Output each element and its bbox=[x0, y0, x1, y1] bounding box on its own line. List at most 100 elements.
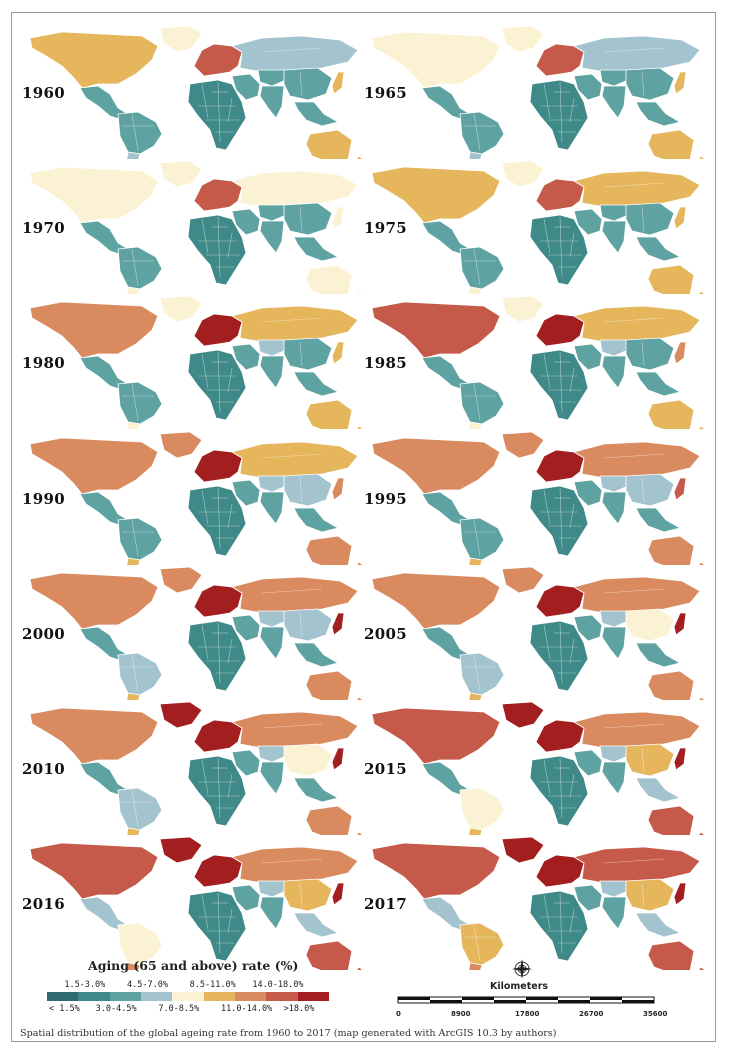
country-border bbox=[559, 81, 563, 143]
region-northAmerica bbox=[29, 437, 159, 495]
country-border bbox=[473, 924, 481, 962]
region-nz bbox=[356, 155, 362, 159]
map-panel-2005: 2005 bbox=[364, 563, 704, 700]
country-border bbox=[559, 487, 563, 549]
country-border bbox=[201, 83, 209, 119]
region-europe bbox=[193, 178, 243, 212]
region-japan bbox=[331, 612, 345, 636]
country-border bbox=[217, 622, 221, 684]
legend-label-0: < 1.5% bbox=[49, 1004, 80, 1014]
country-border bbox=[299, 882, 303, 908]
country-border bbox=[261, 723, 323, 729]
region-china bbox=[283, 337, 333, 371]
region-australia bbox=[647, 129, 695, 159]
region-china bbox=[283, 878, 333, 912]
scale-tick-3: 26700 bbox=[579, 1010, 604, 1018]
country-border bbox=[201, 624, 209, 660]
world-map bbox=[29, 25, 362, 159]
country-border bbox=[473, 789, 481, 827]
region-southCone bbox=[126, 286, 141, 294]
region-southAmerica bbox=[459, 517, 505, 561]
region-nz bbox=[698, 966, 704, 970]
region-southAmerica bbox=[459, 246, 505, 290]
region-southAmerica bbox=[459, 787, 505, 831]
legend-label-3: 4.5-7.0% bbox=[127, 980, 168, 990]
region-greenland bbox=[501, 701, 545, 729]
map-year-label: 2010 bbox=[22, 760, 65, 778]
map-panel-1985: 1985 bbox=[364, 292, 704, 429]
country-border bbox=[201, 218, 209, 254]
region-europe bbox=[193, 854, 243, 888]
country-border bbox=[543, 624, 551, 660]
region-centralAsia bbox=[599, 69, 629, 87]
region-middleEast bbox=[573, 343, 603, 371]
country-border bbox=[201, 489, 209, 525]
region-india bbox=[259, 491, 285, 525]
region-europe bbox=[193, 584, 243, 618]
country-border bbox=[569, 908, 575, 934]
region-centralAsia bbox=[257, 610, 287, 628]
region-africa bbox=[187, 79, 247, 151]
region-nz bbox=[698, 561, 704, 565]
region-japan bbox=[673, 882, 687, 906]
region-southCone bbox=[468, 151, 483, 159]
region-india bbox=[259, 626, 285, 660]
scale-bar-title: Kilometers bbox=[490, 981, 549, 992]
region-centralAsia bbox=[257, 475, 287, 493]
country-border bbox=[217, 81, 221, 143]
region-centralAsia bbox=[599, 475, 629, 493]
legend-swatch-5 bbox=[203, 992, 235, 1001]
region-northAmerica bbox=[371, 166, 501, 224]
region-nz bbox=[356, 425, 362, 429]
country-border bbox=[569, 503, 575, 529]
world-map bbox=[371, 701, 704, 835]
country-border bbox=[603, 47, 665, 53]
world-map bbox=[29, 566, 362, 700]
region-middleEast bbox=[573, 73, 603, 101]
region-greenland bbox=[501, 25, 545, 53]
region-europe bbox=[193, 449, 243, 483]
region-middleEast bbox=[231, 343, 261, 371]
region-southAmerica bbox=[117, 381, 163, 425]
legend-label-4: 7.0-8.5% bbox=[158, 1004, 200, 1014]
region-japan bbox=[331, 747, 345, 771]
region-southCone bbox=[126, 557, 141, 565]
region-seAsia bbox=[293, 642, 340, 668]
region-nz bbox=[698, 696, 704, 700]
country-border bbox=[559, 216, 563, 278]
region-northAmerica bbox=[29, 166, 159, 224]
region-russia bbox=[230, 35, 359, 73]
map-panel-2000: 2000 bbox=[22, 563, 362, 700]
region-africa bbox=[529, 890, 589, 962]
map-year-label: 1960 bbox=[22, 84, 65, 102]
region-greenland bbox=[159, 295, 203, 323]
compass-rose-icon bbox=[512, 959, 532, 979]
region-europe bbox=[535, 43, 585, 77]
region-middleEast bbox=[573, 749, 603, 777]
region-africa bbox=[529, 485, 589, 557]
region-southCone bbox=[126, 151, 141, 159]
region-seAsia bbox=[635, 642, 682, 668]
country-border bbox=[217, 757, 221, 819]
region-russia bbox=[572, 170, 701, 208]
region-africa bbox=[529, 79, 589, 151]
country-border bbox=[543, 83, 551, 119]
country-border bbox=[217, 351, 221, 413]
map-panel-1960: 1960 bbox=[22, 22, 362, 159]
region-middleEast bbox=[573, 208, 603, 236]
region-russia bbox=[230, 711, 359, 749]
region-northAmerica bbox=[371, 437, 501, 495]
map-panel-1995: 1995 bbox=[364, 428, 704, 565]
region-australia bbox=[305, 264, 353, 294]
map-year-label: 1970 bbox=[22, 219, 65, 237]
region-greenland bbox=[159, 836, 203, 864]
map-year-label: 2005 bbox=[364, 625, 407, 643]
region-greenland bbox=[501, 836, 545, 864]
region-northAmerica bbox=[29, 572, 159, 630]
scale-tick-0: 0 bbox=[396, 1010, 401, 1018]
region-middleEast bbox=[573, 479, 603, 507]
world-map bbox=[371, 431, 704, 565]
country-border bbox=[299, 206, 303, 232]
world-map bbox=[29, 160, 362, 294]
legend-swatch-0 bbox=[47, 992, 79, 1001]
